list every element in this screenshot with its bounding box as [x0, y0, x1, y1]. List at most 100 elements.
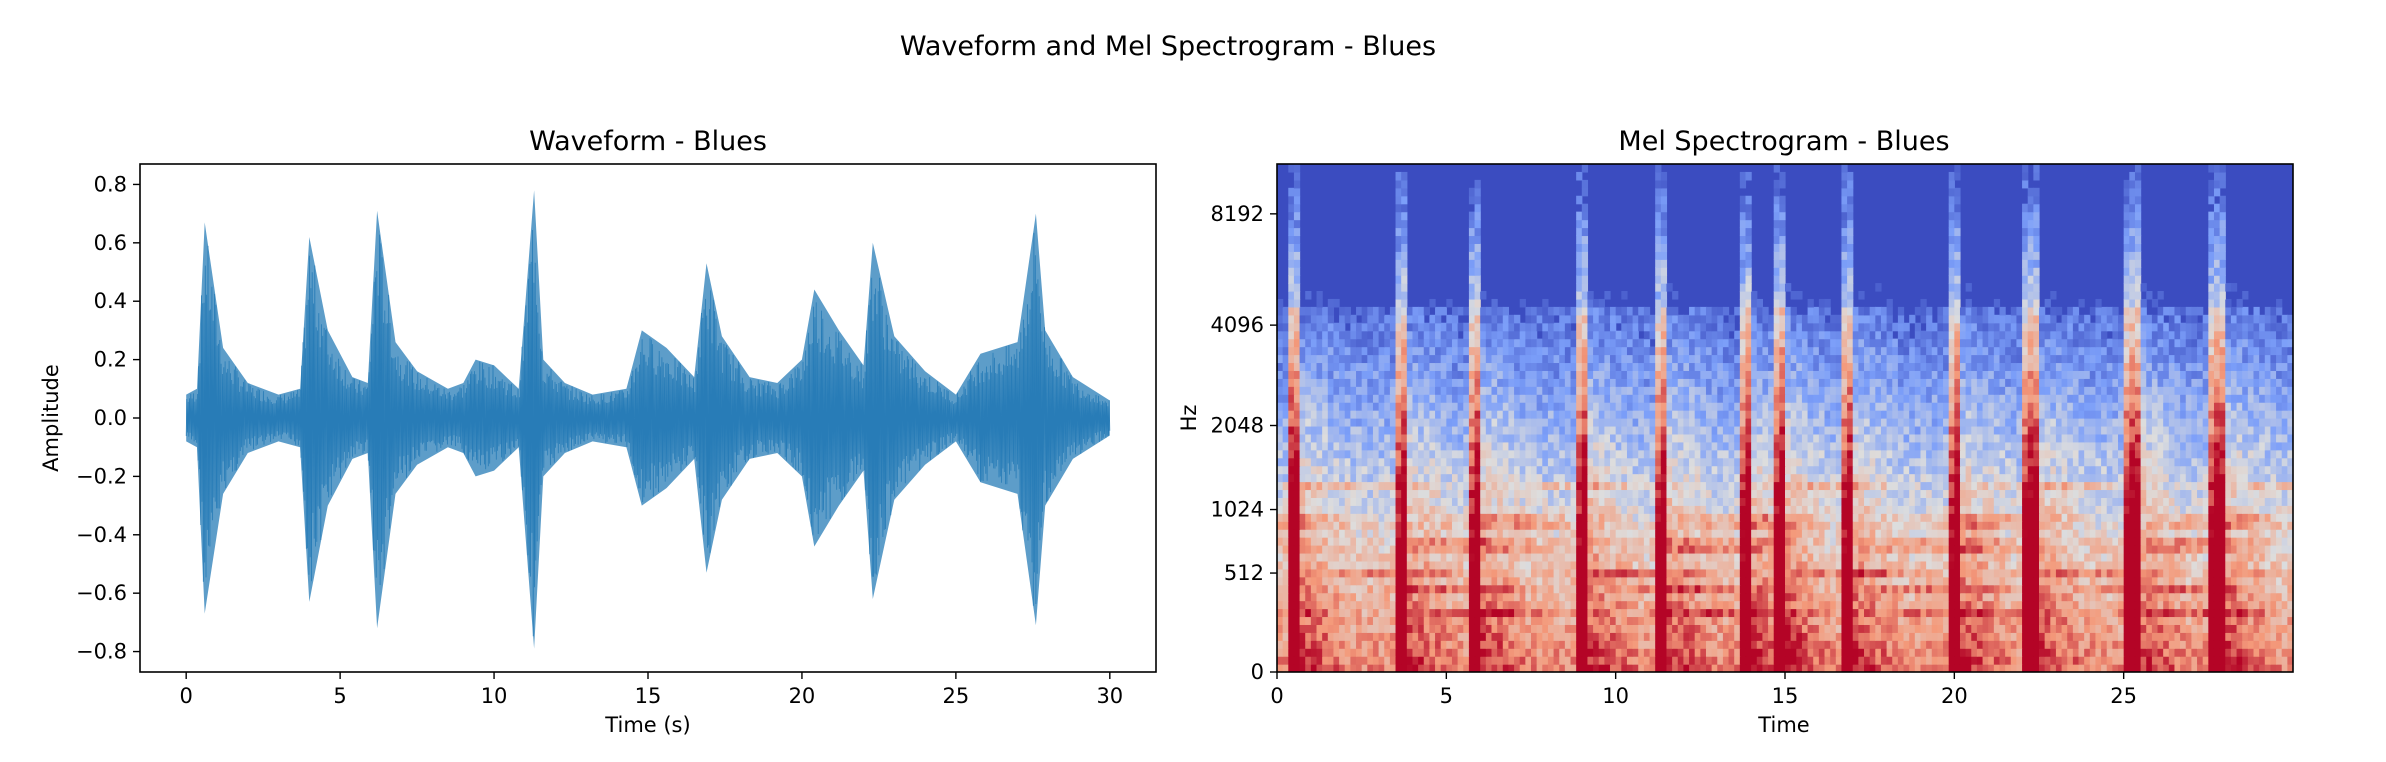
spectrogram-cell	[1852, 489, 1859, 498]
spectrogram-cell	[1451, 489, 1459, 498]
spectrogram-cell	[1570, 600, 1577, 610]
spectrogram-cell	[1813, 568, 1820, 578]
spectrogram-cell	[1807, 465, 1814, 475]
spectrogram-cell	[1288, 640, 1295, 649]
spectrogram-cell	[2253, 648, 2260, 657]
spectrogram-cell	[1875, 505, 1882, 514]
spectrogram-cell	[1886, 624, 1893, 633]
spectrogram-cell	[2270, 616, 2277, 625]
spectrogram-cell	[1412, 473, 1419, 483]
spectrogram-cell	[2095, 616, 2102, 625]
spectrogram-cell	[1508, 481, 1515, 491]
spectrogram-cell	[1728, 449, 1735, 459]
spectrogram-cell	[1965, 584, 1972, 594]
spectrogram-cell	[1412, 640, 1419, 649]
spectrogram-cell	[2078, 537, 2085, 546]
spectrogram-cell	[1435, 465, 1442, 475]
spectrogram-cell	[1785, 640, 1792, 649]
spectrogram-cell	[1288, 521, 1295, 530]
spectrogram-cell	[1959, 656, 1967, 665]
spectrogram-cell	[1762, 449, 1769, 459]
spectrogram-cell	[1576, 656, 1583, 665]
spectrogram-cell	[1801, 552, 1809, 562]
spectrogram-cell	[1988, 656, 1995, 665]
spectrogram-cell	[2112, 640, 2119, 649]
spectrogram-cell	[1344, 592, 1351, 602]
spectrogram-cell	[1768, 521, 1775, 530]
spectrogram-cell	[2016, 632, 2023, 641]
spectrogram-cell	[1999, 584, 2006, 594]
spectrogram-cell	[2174, 608, 2181, 618]
spectrogram-cell	[1547, 600, 1555, 610]
spectrogram-cell	[2123, 465, 2130, 475]
spectrogram-cell	[1553, 481, 1560, 491]
spectrogram-cell	[2219, 465, 2226, 475]
spectrogram-cell	[1305, 521, 1312, 530]
spectrogram-heatmap	[1277, 164, 2293, 672]
spectrogram-cell	[2242, 664, 2249, 672]
spectrogram-cell	[1463, 489, 1470, 498]
spectrogram-cell	[1943, 537, 1950, 546]
spectrogram-cell	[1604, 473, 1611, 483]
spectrogram-cell	[1610, 489, 1617, 498]
spectrogram-cell	[1903, 592, 1910, 602]
spectrogram-cell	[1547, 560, 1555, 570]
spectrogram-cell	[1333, 664, 1340, 672]
spectrogram-cell	[1926, 624, 1933, 633]
spectrogram-cell	[2180, 513, 2187, 522]
spectrogram-cell	[2219, 576, 2226, 586]
spectrogram-cell	[1745, 640, 1752, 649]
spectrogram-cell	[1988, 600, 1995, 610]
spectrogram-cell	[1864, 624, 1871, 633]
spectrogram-cell	[1446, 552, 1453, 562]
spectrogram-cell	[1909, 608, 1916, 618]
spectrogram-cell	[1316, 457, 1323, 467]
spectrogram-cell	[1463, 481, 1470, 491]
spectrogram-cell	[1892, 656, 1899, 665]
spectrogram-cell	[2112, 457, 2119, 467]
spectrogram-cell	[2287, 664, 2293, 672]
spectrogram-cell	[2270, 521, 2277, 530]
spectrogram-cell	[1519, 624, 1526, 633]
spectrogram-cell	[1785, 513, 1792, 522]
spectrogram-cell	[1451, 568, 1459, 578]
spectrogram-cell	[1993, 537, 2001, 546]
spectrogram-cell	[1948, 664, 1955, 672]
spectrogram-cell	[2168, 497, 2176, 506]
spectrogram-cell	[1948, 497, 1955, 506]
spectrogram-cell	[1429, 505, 1436, 514]
spectrogram-cell	[1451, 513, 1459, 522]
spectrogram-cell	[1502, 465, 1510, 475]
spectrogram-cell	[1965, 592, 1972, 602]
spectrogram-cell	[1869, 600, 1876, 610]
spectrogram-cell	[1361, 537, 1368, 546]
spectrogram-cell	[1705, 489, 1713, 498]
spectrogram-cell	[1581, 449, 1589, 459]
spectrogram-cell	[2095, 560, 2102, 570]
spectrogram-cell	[1965, 576, 1972, 586]
spectrogram-cell	[2230, 624, 2238, 633]
spectrogram-cell	[1700, 640, 1707, 649]
spectrogram-cell	[1824, 537, 1831, 546]
spectrogram-cell	[1389, 473, 1397, 483]
spectrogram-cell	[1649, 552, 1656, 562]
spectrogram-cell	[1931, 545, 1938, 554]
spectrogram-cell	[1468, 648, 1476, 657]
spectrogram-cell	[1751, 648, 1758, 657]
spectrogram-cell	[2044, 465, 2051, 475]
spectrogram-cell	[2281, 489, 2288, 498]
spectrogram-cell	[1818, 489, 1826, 498]
spectrogram-cell	[1395, 664, 1402, 672]
spectrogram-cell	[1576, 537, 1583, 546]
spectrogram-cell	[1897, 600, 1905, 610]
spectrogram-cell	[1852, 640, 1859, 649]
spectrogram-cell	[1745, 624, 1752, 633]
spectrogram-cell	[1982, 640, 1989, 649]
spectrogram-cell	[2072, 465, 2080, 475]
spectrogram-cell	[1350, 481, 1357, 491]
spectrogram-cell	[2140, 632, 2147, 641]
spectrogram-cell	[2259, 640, 2266, 649]
spectrogram-cell	[1480, 497, 1487, 506]
spectrogram-cell	[2242, 608, 2249, 618]
spectrogram-cell	[1356, 489, 1363, 498]
